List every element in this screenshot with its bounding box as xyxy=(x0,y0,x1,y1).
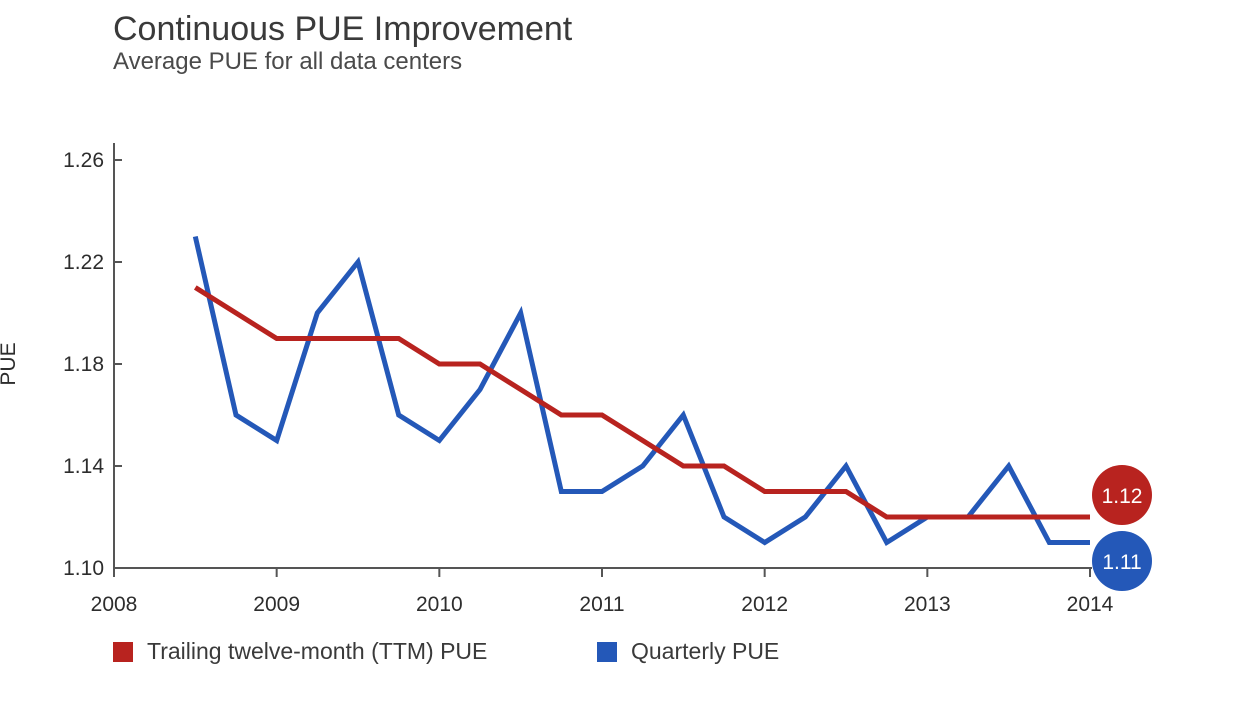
legend-item-quarterly: Quarterly PUE xyxy=(597,638,779,665)
x-tick-label: 2014 xyxy=(1067,593,1114,616)
y-axis-label: PUE xyxy=(0,342,20,385)
legend-label-ttm: Trailing twelve-month (TTM) PUE xyxy=(147,638,488,664)
legend-swatch-quarterly xyxy=(597,641,617,662)
x-tick-label: 2010 xyxy=(416,593,463,616)
chart-lines xyxy=(192,235,1090,547)
y-tick-label: 1.26 xyxy=(63,149,104,172)
chart-subtitle: Average PUE for all data centers xyxy=(113,48,463,75)
x-tick-label: 2009 xyxy=(253,593,300,616)
y-tick-label: 1.18 xyxy=(63,353,104,376)
chart-title: Continuous PUE Improvement xyxy=(113,10,573,48)
series-line-ttm xyxy=(193,285,1090,520)
x-tick-label: 2013 xyxy=(904,593,951,616)
series-line-quarterly xyxy=(192,235,1090,547)
legend-label-quarterly: Quarterly PUE xyxy=(631,638,780,664)
legend-item-ttm: Trailing twelve-month (TTM) PUE xyxy=(113,638,487,665)
end-badge-ttm xyxy=(1092,465,1152,525)
end-label-ttm: 1.12 xyxy=(1102,485,1143,508)
y-tick-label: 1.10 xyxy=(63,557,104,580)
end-value-badges: 1.12 1.11 xyxy=(1092,465,1152,591)
x-tick-label: 2008 xyxy=(91,593,138,616)
legend-swatch-ttm xyxy=(113,641,133,662)
y-tick-label: 1.14 xyxy=(63,455,104,478)
end-label-quarterly: 1.11 xyxy=(1102,551,1141,574)
x-tick-label: 2011 xyxy=(579,593,624,616)
chart-axes: 1.10 1.14 1.18 1.22 1.26 2008 2009 2010 2011 2012… xyxy=(0,143,1114,616)
x-tick-label: 2012 xyxy=(741,593,788,616)
end-badge-quarterly xyxy=(1092,531,1152,591)
y-tick-label: 1.22 xyxy=(63,251,104,274)
